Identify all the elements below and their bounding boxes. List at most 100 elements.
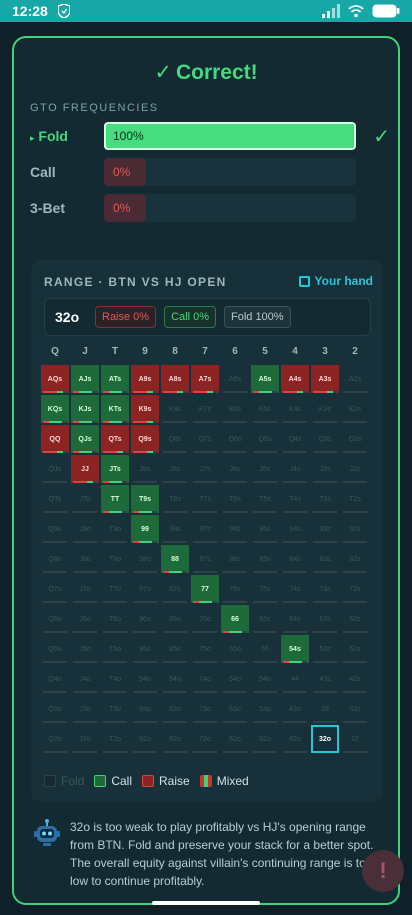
range-cell-j5o[interactable]: J5o (71, 635, 99, 663)
range-cell-54s[interactable]: 54s (281, 635, 309, 663)
range-cell-q3s[interactable]: Q3s (311, 425, 339, 453)
range-cell-t2o[interactable]: T2o (101, 725, 129, 753)
range-cell-t6o[interactable]: T6o (101, 605, 129, 633)
range-cell-94s[interactable]: 94s (281, 515, 309, 543)
range-cell-44[interactable]: 44 (281, 665, 309, 693)
range-cell-t7o[interactable]: T7o (101, 575, 129, 603)
range-cell-k8s[interactable]: K8s (161, 395, 189, 423)
range-cell-t2s[interactable]: T2s (341, 485, 369, 513)
range-cell-k3s[interactable]: K3s (311, 395, 339, 423)
range-cell-aqs[interactable]: AQs (41, 365, 69, 393)
range-cell-k6s[interactable]: K6s (221, 395, 249, 423)
range-cell-t3o[interactable]: T3o (101, 695, 129, 723)
range-cell-j4s[interactable]: J4s (281, 455, 309, 483)
range-cell-q7o[interactable]: Q7o (41, 575, 69, 603)
range-cell-j7o[interactable]: J7o (71, 575, 99, 603)
range-cell-54o[interactable]: 54o (251, 665, 279, 693)
range-cell-ats[interactable]: ATs (101, 365, 129, 393)
range-cell-97o[interactable]: 97o (131, 575, 159, 603)
range-cell-96o[interactable]: 96o (131, 605, 159, 633)
range-cell-j5s[interactable]: J5s (251, 455, 279, 483)
range-cell-42s[interactable]: 42s (341, 665, 369, 693)
range-cell-64s[interactable]: 64s (281, 605, 309, 633)
range-cell-63s[interactable]: 63s (311, 605, 339, 633)
range-cell-t6s[interactable]: T6s (221, 485, 249, 513)
range-cell-q3o[interactable]: Q3o (41, 695, 69, 723)
range-cell-95o[interactable]: 95o (131, 635, 159, 663)
range-cell-a9s[interactable]: A9s (131, 365, 159, 393)
range-cell-q5o[interactable]: Q5o (41, 635, 69, 663)
range-cell-jto[interactable]: JTo (71, 485, 99, 513)
range-cell-q8s[interactable]: Q8s (161, 425, 189, 453)
range-cell-98o[interactable]: 98o (131, 545, 159, 573)
range-cell-kqs[interactable]: KQs (41, 395, 69, 423)
range-cell-96s[interactable]: 96s (221, 515, 249, 543)
range-cell-qjo[interactable]: QJo (41, 455, 69, 483)
range-cell-j8o[interactable]: J8o (71, 545, 99, 573)
range-cell-72o[interactable]: 72o (191, 725, 219, 753)
range-cell-ajs[interactable]: AJs (71, 365, 99, 393)
range-cell-98s[interactable]: 98s (161, 515, 189, 543)
range-cell-j9s[interactable]: J9s (131, 455, 159, 483)
range-cell-k7s[interactable]: K7s (191, 395, 219, 423)
range-cell-53s[interactable]: 53s (311, 635, 339, 663)
range-cell-tt[interactable]: TT (101, 485, 129, 513)
range-cell-qto[interactable]: QTo (41, 485, 69, 513)
range-cell-92o[interactable]: 92o (131, 725, 159, 753)
range-cell-t9o[interactable]: T9o (101, 515, 129, 543)
range-cell-32s[interactable]: 32s (341, 695, 369, 723)
range-cell-94o[interactable]: 94o (131, 665, 159, 693)
range-cell-j4o[interactable]: J4o (71, 665, 99, 693)
range-cell-j7s[interactable]: J7s (191, 455, 219, 483)
range-cell-73s[interactable]: 73s (311, 575, 339, 603)
range-cell-84o[interactable]: 84o (161, 665, 189, 693)
range-cell-q5s[interactable]: Q5s (251, 425, 279, 453)
range-cell-q7s[interactable]: Q7s (191, 425, 219, 453)
range-cell-82s[interactable]: 82s (341, 545, 369, 573)
range-cell-t5s[interactable]: T5s (251, 485, 279, 513)
range-cell-66[interactable]: 66 (221, 605, 249, 633)
range-cell-74o[interactable]: 74o (191, 665, 219, 693)
range-cell-kts[interactable]: KTs (101, 395, 129, 423)
range-cell-62s[interactable]: 62s (341, 605, 369, 633)
range-cell-73o[interactable]: 73o (191, 695, 219, 723)
range-cell-43o[interactable]: 43o (281, 695, 309, 723)
range-cell-93o[interactable]: 93o (131, 695, 159, 723)
range-cell-88[interactable]: 88 (161, 545, 189, 573)
range-cell-a5s[interactable]: A5s (251, 365, 279, 393)
range-cell-87s[interactable]: 87s (191, 545, 219, 573)
range-cell-t4s[interactable]: T4s (281, 485, 309, 513)
range-cell-k4s[interactable]: K4s (281, 395, 309, 423)
range-cell-q2s[interactable]: Q2s (341, 425, 369, 453)
range-cell-82o[interactable]: 82o (161, 725, 189, 753)
range-cell-a6s[interactable]: A6s (221, 365, 249, 393)
range-cell-75s[interactable]: 75s (251, 575, 279, 603)
report-fab-button[interactable]: ! (362, 850, 404, 892)
range-cell-42o[interactable]: 42o (281, 725, 309, 753)
range-cell-93s[interactable]: 93s (311, 515, 339, 543)
range-cell-j6o[interactable]: J6o (71, 605, 99, 633)
range-cell-55[interactable]: 55 (251, 635, 279, 663)
range-cell-77[interactable]: 77 (191, 575, 219, 603)
range-cell-q2o[interactable]: Q2o (41, 725, 69, 753)
range-cell-a7s[interactable]: A7s (191, 365, 219, 393)
range-cell-qjs[interactable]: QJs (71, 425, 99, 453)
range-cell-q9o[interactable]: Q9o (41, 515, 69, 543)
range-cell-65s[interactable]: 65s (251, 605, 279, 633)
range-cell-t7s[interactable]: T7s (191, 485, 219, 513)
range-cell-86s[interactable]: 86s (221, 545, 249, 573)
range-cell-62o[interactable]: 62o (221, 725, 249, 753)
range-cell-j6s[interactable]: J6s (221, 455, 249, 483)
range-cell-84s[interactable]: 84s (281, 545, 309, 573)
range-cell-83s[interactable]: 83s (311, 545, 339, 573)
range-cell-32o[interactable]: 32o (311, 725, 339, 753)
range-cell-52s[interactable]: 52s (341, 635, 369, 663)
range-cell-a4s[interactable]: A4s (281, 365, 309, 393)
range-cell-q4s[interactable]: Q4s (281, 425, 309, 453)
range-cell-qq[interactable]: QQ (41, 425, 69, 453)
range-cell-jts[interactable]: JTs (101, 455, 129, 483)
your-hand-toggle[interactable]: Your hand (298, 274, 373, 288)
range-cell-k5s[interactable]: K5s (251, 395, 279, 423)
range-cell-95s[interactable]: 95s (251, 515, 279, 543)
range-cell-65o[interactable]: 65o (221, 635, 249, 663)
